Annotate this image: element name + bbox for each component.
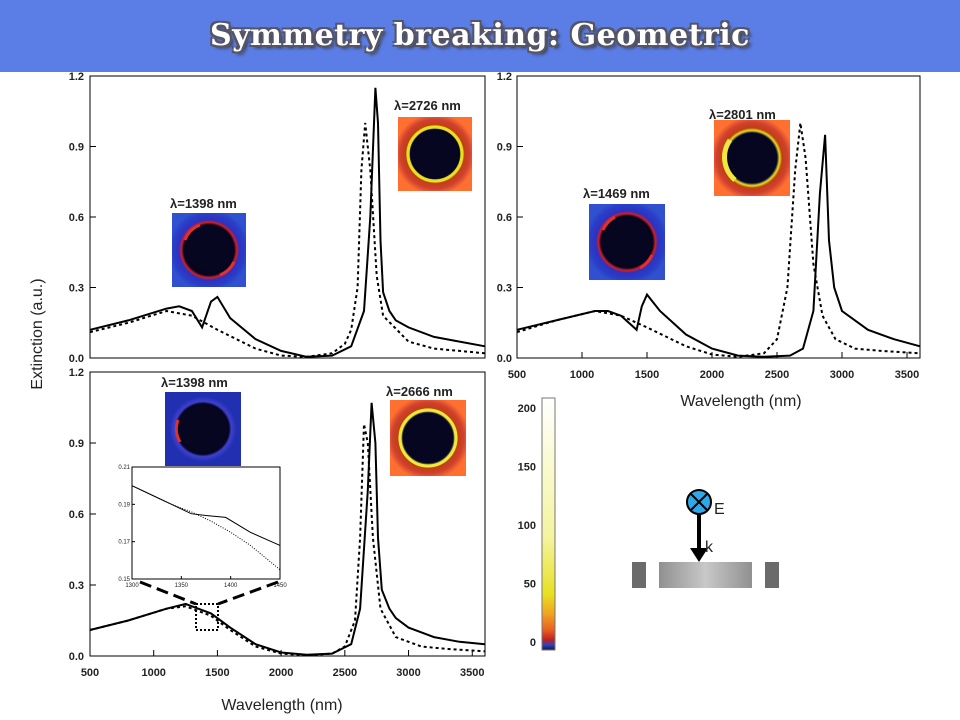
x-tick-label: 2500 [333, 667, 357, 679]
x-tick-label: 1400 [224, 583, 238, 589]
page-title: Symmetry breaking: Geometric [210, 18, 750, 53]
inset-frame [131, 466, 281, 580]
x-tick-label: 1450 [273, 583, 287, 589]
series-dotted-chart-3 [131, 485, 281, 571]
y-tick-label: 0.15 [118, 577, 130, 583]
x-axis-label-bottom: Wavelength (nm) [221, 697, 342, 714]
e-field-cross-2 [690, 493, 708, 511]
field-map-1398-bottom [165, 392, 241, 466]
x-tick-label: 1350 [175, 583, 189, 589]
e-field-label: E [714, 501, 725, 518]
y-tick-label: 0.17 [118, 540, 130, 546]
x-axis-label-top-right: Wavelength (nm) [680, 393, 801, 410]
inset-layer: 0.15 0.17 0.19 0.21 1300 1350 1400 1450 [118, 465, 287, 589]
colorbar-tick-label: 50 [524, 579, 536, 591]
y-tick-label: 0.9 [69, 142, 84, 154]
x-tick-label: 2500 [765, 369, 789, 381]
field-map-2801 [714, 120, 790, 196]
x-tick-label: 2000 [700, 369, 724, 381]
x-tick-label: 3500 [460, 667, 484, 679]
y-tick-label: 0.6 [497, 212, 512, 224]
y-tick-label: 0.0 [69, 651, 84, 663]
colorbar [541, 397, 556, 651]
y-tick-label: 1.2 [497, 71, 512, 83]
annotation-bottom-2: λ=2666 nm [386, 384, 453, 399]
y-tick-label: 0.0 [497, 353, 512, 365]
x-tick-label: 1000 [570, 369, 594, 381]
x-tick-label: 3500 [895, 369, 919, 381]
x-tick-label: 500 [81, 667, 99, 679]
y-axis-label: Extinction (a.u.) [29, 278, 46, 389]
annotation-top-left-1: λ=1398 nm [170, 196, 237, 211]
x-tick-label: 1300 [125, 583, 139, 589]
colorbar-tick-label: 150 [518, 462, 536, 474]
slab-center [659, 562, 752, 588]
colorbar-ticks: 0 50 100 150 200 [518, 403, 536, 649]
y-tick-label: 1.2 [69, 367, 84, 379]
y-tick-label: 0.3 [69, 283, 84, 295]
x-tick-label: 500 [508, 369, 526, 381]
field-map-2726 [398, 117, 472, 191]
title-banner: Symmetry breaking: Geometric [0, 0, 960, 72]
series-dotted-chart-0 [89, 122, 486, 358]
y-tick-label: 0.9 [69, 438, 84, 450]
slab-left [632, 562, 646, 588]
y-tick-label: 0.6 [69, 212, 84, 224]
k-vector-label: k [705, 539, 714, 556]
y-tick-label: 0.3 [497, 283, 512, 295]
annotation-top-right-1: λ=1469 nm [583, 186, 650, 201]
series-dotted-chart-2 [89, 423, 486, 657]
k-arrow-head [690, 548, 708, 562]
y-tick-label: 0.21 [118, 465, 130, 471]
y-tick-label: 0.19 [118, 502, 130, 508]
x-tick-label: 3000 [830, 369, 854, 381]
field-map-1469 [589, 204, 665, 280]
slab-right [765, 562, 779, 588]
colorbar-tick-label: 200 [518, 403, 536, 415]
y-tick-label: 0.0 [69, 353, 84, 365]
x-tick-label: 3000 [396, 667, 420, 679]
x-tick-label: 1500 [205, 667, 229, 679]
x-tick-label: 2000 [269, 667, 293, 679]
series-solid-chart-0 [89, 87, 486, 358]
zoom-connector-right [217, 580, 279, 606]
y-tick-label: 0.3 [69, 580, 84, 592]
annotation-top-right-2: λ=2801 nm [709, 107, 776, 122]
y-tick-label: 1.2 [69, 71, 84, 83]
colorbar-tick-label: 100 [518, 520, 536, 532]
annotation-top-left-2: λ=2726 nm [394, 98, 461, 113]
y-tick-label: 0.6 [69, 509, 84, 521]
annotation-bottom-1: λ=1398 nm [161, 375, 228, 390]
y-tick-label: 0.9 [497, 142, 512, 154]
ticks-layer: 0.00.30.60.91.20.00.30.60.91.2500 1000 150… [69, 71, 920, 679]
field-map-1398-top [172, 213, 246, 287]
zoom-connector-left [139, 580, 197, 606]
schematic: E k [632, 489, 779, 588]
x-tick-label: 1000 [141, 667, 165, 679]
x-tick-label: 1500 [635, 369, 659, 381]
colorbar-tick-label: 0 [530, 637, 536, 649]
field-map-2666 [390, 400, 466, 476]
